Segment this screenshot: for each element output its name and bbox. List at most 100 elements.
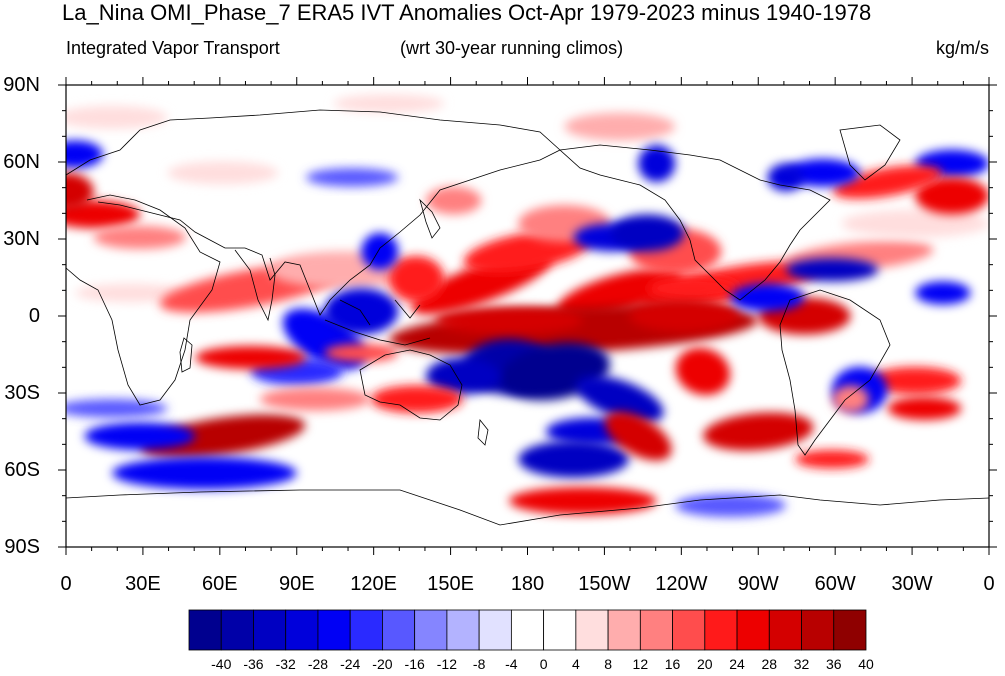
anomaly-blob: [785, 158, 860, 187]
anomaly-blob: [832, 165, 943, 199]
anomaly-blob: [675, 347, 731, 396]
anomaly-blob: [604, 411, 672, 461]
y-tick-label: 30S: [4, 382, 40, 404]
anomaly-blob: [324, 343, 399, 363]
colorbar-box: [672, 609, 706, 651]
x-tick-label: 30E: [125, 573, 161, 595]
x-tick-label: 60W: [814, 573, 856, 595]
anomaly-blob: [140, 414, 306, 458]
anomaly-blob: [259, 387, 371, 411]
coastline-indonesia: [324, 299, 431, 346]
y-tick-label: 90S: [4, 536, 40, 558]
anomaly-blob: [610, 214, 685, 252]
coastline-new-zealand: [477, 418, 489, 446]
coastline-australia: [359, 349, 463, 421]
anomaly-blob: [66, 172, 94, 210]
colorbar-box: [446, 609, 480, 651]
colorbar-label: -28: [307, 656, 329, 672]
coastlines: [66, 109, 989, 526]
colorbar-box: [220, 609, 254, 651]
coastline-japan: [419, 198, 441, 239]
colorbar-label: -36: [243, 656, 264, 672]
colorbar-box: [833, 609, 867, 651]
anomaly-blob: [575, 375, 664, 423]
colorbar-box: [253, 609, 287, 651]
center-subtitle: (wrt 30-year running climos): [400, 38, 624, 58]
colorbar-label: -40: [211, 656, 232, 672]
colorbar-label: 0: [539, 656, 548, 672]
colorbar-box: [704, 609, 738, 651]
anomaly-blob: [629, 299, 740, 333]
colorbar-label: -12: [436, 656, 458, 672]
coastline-north-america: [559, 144, 831, 301]
x-tick-label: 180: [510, 573, 545, 595]
colorbar-label: 24: [729, 656, 745, 672]
anomaly-blob: [785, 258, 879, 282]
coastline-south-america: [779, 289, 891, 456]
coastline-greenland: [839, 124, 901, 181]
chart-title: La_Nina OMI_Phase_7 ERA5 IVT Anomalies O…: [62, 0, 872, 25]
anomaly-blob: [435, 306, 583, 335]
colorbar-box: [478, 609, 512, 651]
colorbar-label: -24: [340, 656, 361, 672]
coastline-eurasia: [66, 109, 561, 316]
anomaly-blob: [66, 200, 140, 229]
x-tick-label: 150E: [427, 573, 474, 595]
anomaly-blob: [869, 366, 962, 395]
colorbar-box: [801, 609, 835, 651]
x-tick-label: 90W: [737, 573, 779, 595]
anomaly-blob: [195, 346, 306, 370]
colorbar-label: 16: [664, 656, 681, 672]
colorbar: [188, 609, 867, 651]
x-tick-label: 120W: [655, 573, 708, 595]
y-tick-label: 30N: [3, 228, 40, 250]
colorbar-box: [382, 609, 416, 651]
colorbar-box: [188, 609, 222, 651]
anomaly-blob: [333, 94, 445, 113]
x-tick-label: 30W: [891, 573, 933, 595]
colorbar-label: 8: [604, 656, 612, 672]
anomaly-blob: [638, 145, 676, 183]
x-tick-label: 60E: [202, 573, 238, 595]
x-tick-label: 90E: [278, 573, 315, 595]
anomaly-blob: [703, 412, 814, 451]
colorbar-label: 4: [571, 656, 580, 672]
anomaly-blob: [647, 276, 740, 300]
colorbar-label: -16: [404, 656, 425, 672]
colorbar-label: 36: [825, 656, 842, 672]
y-tick-label: 0: [28, 305, 40, 327]
colorbar-label: 32: [793, 656, 810, 672]
anomaly-blob: [518, 440, 630, 478]
colorbar-box: [510, 609, 545, 651]
units-label: kg/m/s: [935, 38, 989, 58]
anomaly-blob: [75, 283, 186, 303]
colorbar-label: -4: [505, 656, 518, 672]
x-tick-label: 0: [983, 573, 995, 595]
anomaly-blob: [767, 163, 805, 192]
colorbar-box: [317, 609, 351, 651]
anomaly-field: [66, 94, 989, 517]
anomaly-blob: [305, 168, 399, 187]
anomaly-blob: [389, 255, 445, 303]
coastline-madagascar: [179, 337, 193, 373]
coastline-antarctica: [66, 489, 989, 526]
anomaly-blob: [887, 396, 962, 420]
y-tick-label: 60S: [4, 459, 40, 481]
anomaly-blob: [730, 283, 805, 312]
anomaly-blob: [93, 225, 186, 250]
colorbar-box: [607, 609, 641, 651]
tick-marks: [58, 77, 997, 555]
anomaly-blob: [425, 357, 500, 395]
anomaly-blob: [795, 449, 870, 469]
anomaly-blob: [66, 399, 168, 418]
y-tick-label: 60N: [3, 151, 40, 173]
anomaly-blob: [66, 140, 103, 169]
anomaly-blob: [84, 422, 196, 450]
anomaly-blob: [361, 232, 399, 270]
anomaly-blob: [915, 177, 989, 215]
colorbar-box: [285, 609, 319, 651]
anomaly-blob: [425, 186, 482, 215]
anomaly-blob: [675, 493, 786, 517]
colorbar-label: 20: [697, 656, 713, 672]
anomaly-blob: [167, 161, 279, 185]
